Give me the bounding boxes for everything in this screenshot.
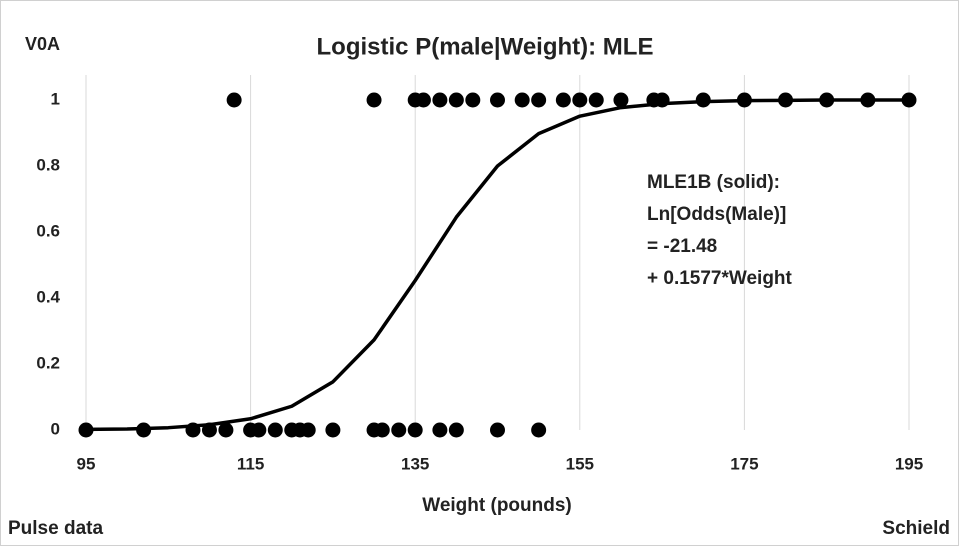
data-point — [267, 422, 283, 438]
data-point — [218, 422, 234, 438]
x-tick-label: 115 — [237, 454, 264, 473]
data-point — [465, 92, 481, 108]
data-point — [432, 422, 448, 438]
data-point — [448, 92, 464, 108]
data-point — [555, 92, 571, 108]
data-point — [251, 422, 267, 438]
data-point — [572, 92, 588, 108]
marks — [78, 92, 917, 438]
data-point — [374, 422, 390, 438]
x-tick-label: 95 — [77, 454, 96, 473]
y-tick-label: 0 — [51, 419, 60, 438]
data-point — [514, 92, 530, 108]
corner-label: V0A — [25, 34, 60, 54]
data-point — [366, 92, 382, 108]
y-tick-label: 0.4 — [36, 287, 60, 306]
y-tick-label: 0.6 — [36, 221, 60, 240]
x-tick-label: 155 — [566, 454, 594, 473]
data-point — [325, 422, 341, 438]
data-point — [613, 92, 629, 108]
data-point — [490, 422, 505, 438]
data-point — [531, 92, 547, 108]
annotation-line: = -21.48 — [647, 236, 717, 257]
data-point — [432, 92, 448, 108]
y-tick-label: 1 — [51, 89, 60, 108]
x-tick-label: 195 — [895, 454, 923, 473]
data-point — [531, 422, 547, 438]
data-point — [226, 92, 242, 108]
x-axis-label: Weight (pounds) — [422, 495, 572, 516]
data-point — [448, 422, 464, 438]
y-tick-label: 0.2 — [36, 353, 60, 372]
chart-title: Logistic P(male|Weight): MLE — [317, 33, 654, 60]
y-tick-label: 0.8 — [36, 155, 60, 174]
data-point — [415, 92, 431, 108]
x-tick-label: 135 — [401, 454, 429, 473]
annotation-line: MLE1B (solid): — [647, 172, 780, 193]
data-point — [490, 92, 505, 108]
data-point — [300, 422, 316, 438]
data-point — [391, 422, 407, 438]
data-point — [78, 422, 94, 438]
x-tick-label: 175 — [730, 454, 758, 473]
logistic-curve — [85, 98, 909, 432]
footer-left: Pulse data — [8, 518, 103, 539]
data-point — [588, 92, 604, 108]
annotation-line: + 0.1577*Weight — [647, 268, 793, 289]
annotation-line: Ln[Odds(Male)] — [647, 204, 786, 225]
footer-right: Schield — [882, 518, 950, 539]
annotation: MLE1B (solid): Ln[Odds(Male)] = -21.48 + 0.… — [647, 172, 793, 289]
grid: 95 115 135 155 175 195 0 0.2 0.4 0.6 0.8 1 — [36, 75, 923, 473]
data-point — [407, 422, 423, 438]
